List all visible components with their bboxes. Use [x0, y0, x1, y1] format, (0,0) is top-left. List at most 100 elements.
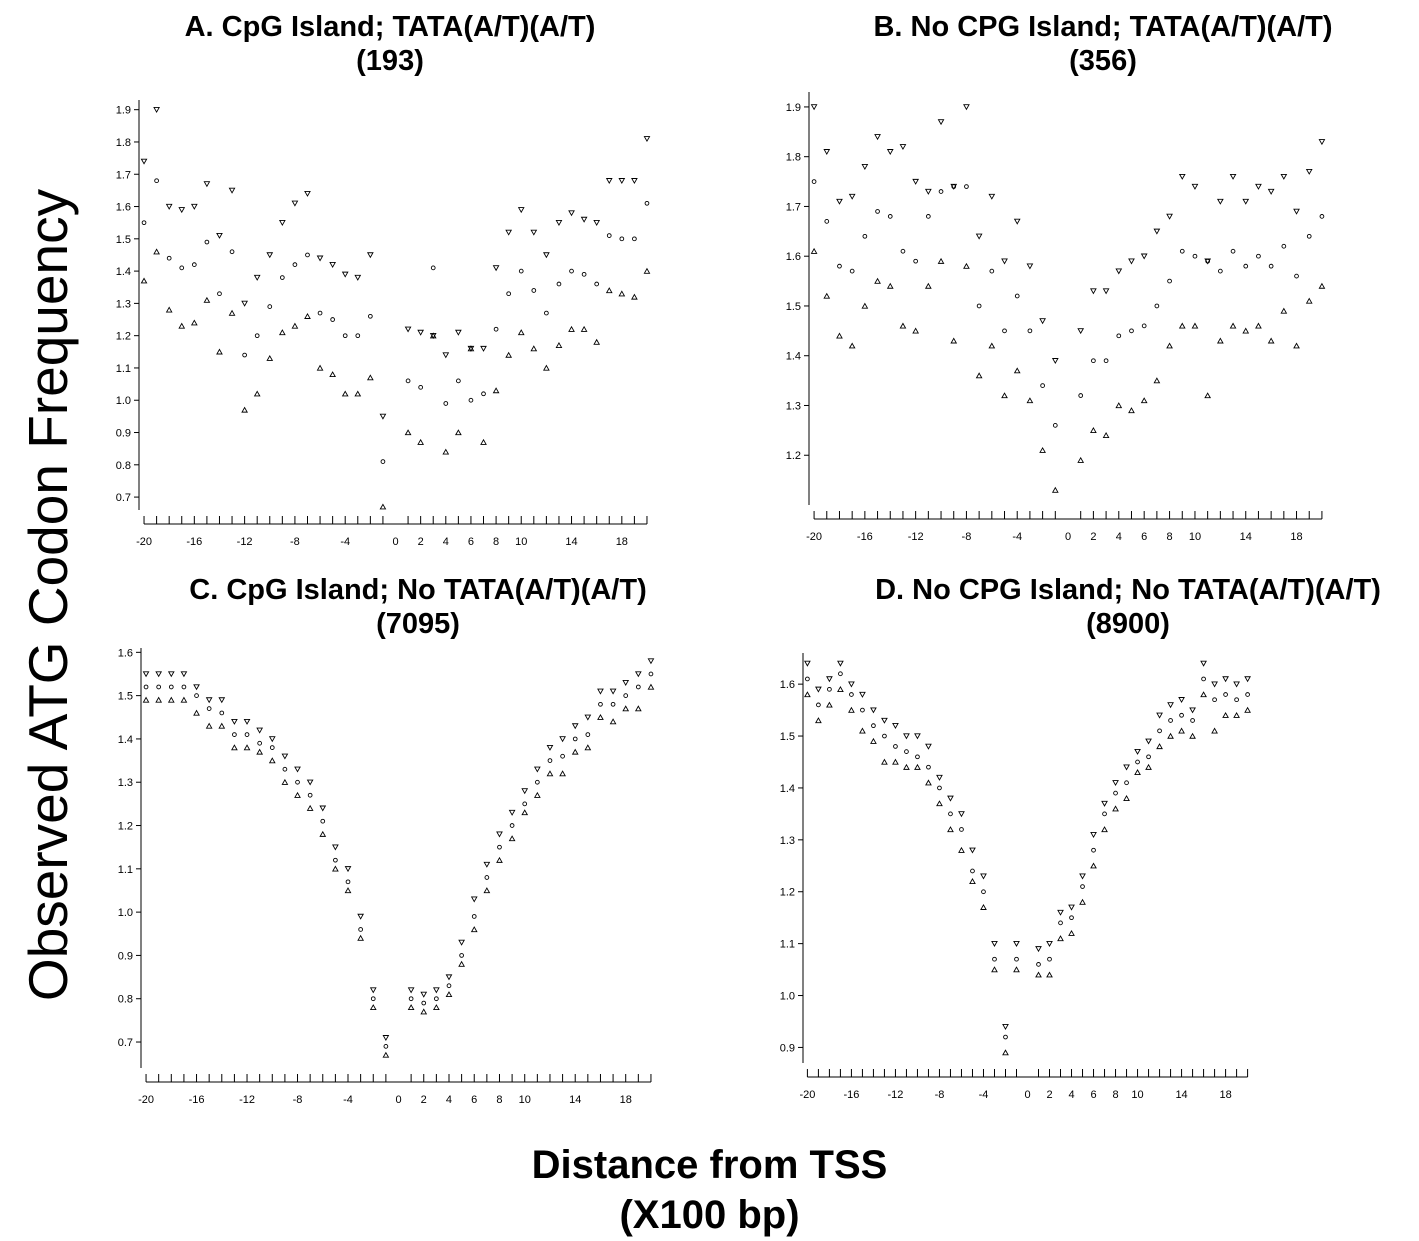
panel-d-point-circle [1102, 811, 1107, 817]
panel-c-x-tick-label: -8 [293, 1094, 303, 1106]
panel-b-y-tick-label: 1.9 [786, 102, 801, 114]
panel-a-point-triangle-down [203, 181, 211, 188]
panel-c-x-tick-label: 18 [620, 1094, 632, 1106]
panel-c-x-tick-label: -20 [138, 1094, 154, 1106]
panel-c-point-triangle-up [357, 934, 365, 941]
panel-c-point-circle [484, 875, 490, 880]
panel-b-point-circle [1116, 333, 1122, 339]
panel-d-point-triangle-up [936, 800, 943, 807]
panel-a-point-triangle-up [165, 306, 173, 313]
panel-b-point-triangle-up [950, 337, 958, 344]
panel-b-point-triangle-up [912, 327, 920, 334]
panel-a-point-triangle-up [643, 267, 651, 274]
panel-a-point-circle [418, 384, 423, 390]
panel-d-point-triangle-up [1002, 1049, 1009, 1056]
panel-c-point-triangle-up [508, 835, 516, 842]
panel-b-point-triangle-down [1001, 258, 1008, 265]
panel-d-point-triangle-down [892, 723, 899, 729]
panel-a-point-triangle-up [593, 338, 601, 345]
panel-c-point-circle [194, 693, 199, 698]
panel-b-y-tick-label: 1.4 [786, 351, 801, 363]
panel-c-point-circle [610, 701, 616, 707]
panel-c-point-triangle-down [634, 671, 642, 678]
panel-c-point-triangle-down [332, 844, 339, 851]
x-axis-label-line1: Distance from TSS [531, 1143, 888, 1187]
panel-c-point-circle [598, 701, 603, 707]
panel-b-point-triangle-down [1153, 228, 1161, 235]
panel-b-point-triangle-down [1013, 218, 1021, 225]
panel-d-point-circle [926, 764, 931, 770]
panel-c-point-circle [560, 753, 565, 759]
panel-d-point-triangle-down [991, 940, 998, 947]
panel-b-point-triangle-down [1090, 288, 1097, 295]
panel-d-point-triangle-up [1145, 763, 1152, 770]
panel-d-point-triangle-up [1101, 826, 1108, 833]
panel-d-point-triangle-up [1090, 862, 1097, 869]
panel-a-point-circle [279, 275, 285, 280]
panel-b-point-triangle-down [861, 163, 869, 170]
panel-c-point-triangle-up [167, 696, 175, 703]
panel-b-point-circle [1294, 273, 1299, 279]
panel-c-x-tick-label: -4 [343, 1094, 353, 1106]
panel-d-point-triangle-down [1189, 707, 1196, 714]
panel-d-point-triangle-up [1035, 971, 1042, 978]
panel-b-y-tick-label: 1.8 [786, 152, 801, 164]
panel-b-point-triangle-down [963, 104, 970, 111]
panel-c-y-tick-label: 1.3 [118, 777, 133, 789]
panel-c-point-triangle-down [647, 658, 655, 665]
panel-b-point-triangle-down [899, 144, 907, 151]
panel-d-point-triangle-down [1222, 676, 1229, 683]
panel-d-point-circle [1058, 920, 1063, 926]
panel-d-point-triangle-up [826, 701, 833, 708]
panel-c-point-triangle-up [521, 809, 529, 816]
panel-b-point-triangle-up [1178, 322, 1186, 329]
panel-c-point-circle [434, 996, 439, 1002]
panel-c-point-triangle-up [256, 748, 264, 755]
panel-d-point-circle [959, 827, 964, 832]
panel-a-x-tick-label: -20 [136, 536, 152, 548]
panel-b-x-tick-label: -20 [806, 531, 822, 543]
panel-c-point-triangle-down [508, 809, 516, 816]
panel-a-point-triangle-down [643, 136, 651, 143]
panel-a-point-triangle-up [492, 387, 500, 394]
panel-c-point-triangle-up [647, 683, 655, 690]
panel-c-point-triangle-down [470, 896, 478, 903]
panel-c-point-circle [307, 792, 313, 798]
panel-a-point-triangle-up [366, 374, 374, 381]
panel-a-point-triangle-down [241, 300, 248, 307]
panel-b-point-triangle-up [1242, 327, 1250, 334]
panel-c-point-triangle-down [571, 723, 579, 730]
panel-a-point-triangle-down [555, 220, 563, 226]
panel-a-point-circle [179, 265, 185, 271]
panel-b-point-circle [1040, 383, 1045, 388]
panel-d-x-tick-label: 18 [1219, 1089, 1231, 1101]
panel-c-point-triangle-up [344, 887, 352, 894]
panel-d-x-tick-label: 10 [1131, 1089, 1143, 1101]
panel-a-y-tick-label: 1.8 [116, 137, 131, 149]
panel-b-point-triangle-up [937, 257, 945, 264]
panel-a-point-circle [305, 252, 310, 258]
panel-b-point-circle [875, 209, 880, 214]
panel-d-point-circle [1003, 1034, 1008, 1040]
panel-a-point-triangle-down [480, 345, 487, 352]
panel-a-point-circle [317, 310, 323, 316]
panel-c-point-triangle-up [382, 1051, 390, 1058]
panel-c-point-triangle-up [306, 804, 314, 811]
panel-c-y-tick-label: 0.9 [118, 950, 133, 962]
panel-a-point-triangle-up [278, 329, 286, 336]
panel-b-point-triangle-up [975, 372, 983, 379]
panel-d-y-tick-label: 0.9 [780, 1042, 795, 1054]
panel-a-point-triangle-down [530, 229, 538, 236]
panel-d-point-triangle-down [1211, 681, 1218, 688]
panel-d-point-triangle-down [1167, 702, 1174, 709]
panel-a-point-circle [368, 313, 373, 319]
panel-b-point-triangle-down [874, 134, 881, 141]
panel-b-point-triangle-down [988, 193, 996, 200]
panel-b-point-circle [1141, 323, 1147, 329]
panel-b-x-tick-label: 10 [1189, 531, 1201, 543]
panel-a-point-triangle-up [253, 390, 261, 397]
panel-b-y-tick-label: 1.5 [786, 301, 801, 313]
panel-c-y-tick-label: 1.5 [118, 691, 133, 703]
panel-b-point-triangle-up [1293, 342, 1300, 349]
panel-b-x-tick-label: 8 [1167, 531, 1173, 543]
